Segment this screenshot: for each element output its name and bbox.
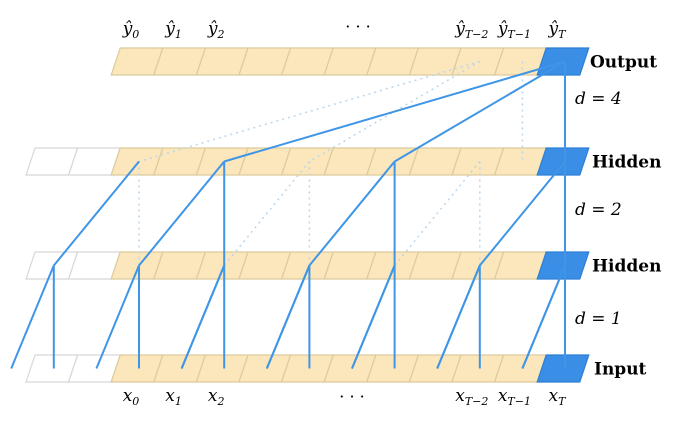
dilation-label: d = 4 bbox=[575, 89, 622, 109]
connection bbox=[95, 265, 140, 369]
output-label: ŷ1 bbox=[164, 19, 182, 41]
label-base: ŷ bbox=[164, 19, 175, 39]
label-base: x bbox=[165, 386, 175, 406]
label-sub: 1 bbox=[175, 28, 182, 41]
dilation-label: d = 1 bbox=[575, 309, 622, 329]
label-sub: T−1 bbox=[507, 395, 531, 408]
cells bbox=[25, 47, 590, 383]
row-label: Hidden bbox=[592, 153, 661, 173]
label-sub: 1 bbox=[175, 395, 182, 408]
label-sub: T−2 bbox=[465, 28, 489, 41]
connection bbox=[180, 265, 226, 369]
output-label: ŷ0 bbox=[122, 19, 140, 41]
dotted-connection bbox=[138, 60, 481, 163]
label-sub: T bbox=[558, 28, 567, 41]
row-label: Input bbox=[594, 360, 647, 380]
input-label: x2 bbox=[208, 386, 225, 408]
connection bbox=[479, 160, 566, 267]
connection bbox=[53, 160, 140, 267]
row-label: Hidden bbox=[592, 257, 661, 277]
connection bbox=[138, 160, 225, 267]
label-sub: T−1 bbox=[507, 28, 531, 41]
connection bbox=[265, 265, 311, 369]
connection bbox=[351, 265, 396, 369]
active-cell bbox=[536, 251, 590, 280]
label-base: x bbox=[123, 386, 133, 406]
output-label: ŷT−1 bbox=[497, 19, 531, 41]
label-base: x bbox=[549, 386, 559, 406]
label-base: x bbox=[208, 386, 218, 406]
input-label: x0 bbox=[123, 386, 140, 408]
input-label: xT−1 bbox=[498, 386, 531, 408]
label-sub: 0 bbox=[132, 395, 139, 408]
label-sub: T−2 bbox=[465, 395, 489, 408]
label-sub: T bbox=[558, 395, 567, 408]
connection bbox=[521, 265, 566, 369]
connection bbox=[436, 265, 481, 369]
row-label: Output bbox=[590, 53, 657, 73]
ellipsis: · · · bbox=[345, 17, 370, 36]
connection bbox=[223, 60, 566, 163]
output-label: ŷ2 bbox=[207, 19, 225, 41]
connections bbox=[10, 60, 566, 369]
input-label: x1 bbox=[165, 386, 182, 408]
label-base: x bbox=[455, 386, 465, 406]
connection bbox=[10, 265, 55, 369]
input-label: xT bbox=[549, 386, 568, 408]
dotted-connection bbox=[394, 161, 481, 266]
label-sub: 2 bbox=[217, 28, 225, 41]
ellipsis: · · · bbox=[339, 387, 364, 406]
active-cell bbox=[536, 147, 590, 176]
output-label: ŷT bbox=[548, 19, 568, 41]
output-label: ŷT−2 bbox=[454, 19, 488, 41]
dotted-connection bbox=[223, 161, 310, 266]
dotted-connections bbox=[138, 60, 524, 266]
label-base: ŷ bbox=[497, 19, 508, 39]
label-base: x bbox=[498, 386, 508, 406]
label-base: ŷ bbox=[122, 19, 133, 39]
label-base: ŷ bbox=[207, 19, 218, 39]
connection bbox=[308, 160, 396, 267]
label-sub: 0 bbox=[132, 28, 139, 41]
label-base: ŷ bbox=[454, 19, 465, 39]
dilation-label: d = 2 bbox=[575, 200, 622, 220]
label-sub: 2 bbox=[216, 395, 224, 408]
active-cell bbox=[536, 354, 590, 383]
input-label: xT−2 bbox=[455, 386, 488, 408]
connection bbox=[394, 60, 566, 163]
label-base: ŷ bbox=[548, 19, 559, 39]
